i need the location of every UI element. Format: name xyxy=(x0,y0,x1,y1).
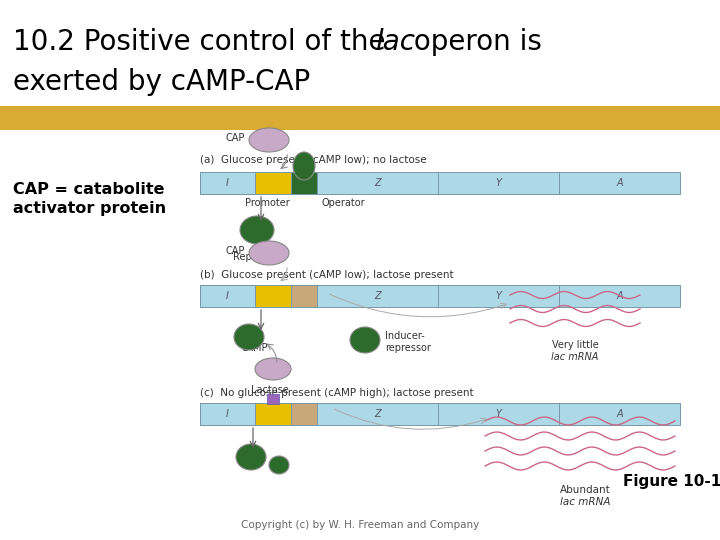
Bar xyxy=(200,403,680,425)
Bar xyxy=(200,285,255,307)
Ellipse shape xyxy=(269,456,289,474)
Bar xyxy=(200,403,255,425)
Text: A: A xyxy=(616,409,623,419)
Text: CAP: CAP xyxy=(225,246,245,256)
Text: Operator: Operator xyxy=(322,198,366,208)
Text: exerted by cAMP-CAP: exerted by cAMP-CAP xyxy=(13,68,310,96)
Text: Z: Z xyxy=(374,178,381,188)
Bar xyxy=(200,285,680,307)
Bar xyxy=(291,403,317,425)
Ellipse shape xyxy=(350,327,380,353)
Ellipse shape xyxy=(249,128,289,152)
Text: I: I xyxy=(226,409,229,419)
Text: Z: Z xyxy=(374,291,381,301)
Text: lac: lac xyxy=(375,28,415,56)
Text: Z: Z xyxy=(374,409,381,419)
Bar xyxy=(200,172,255,194)
Text: Y: Y xyxy=(495,178,502,188)
Text: (b)  Glucose present (cAMP low); lactose present: (b) Glucose present (cAMP low); lactose … xyxy=(200,270,454,280)
Bar xyxy=(255,403,291,425)
Ellipse shape xyxy=(236,444,266,470)
Text: Copyright (c) by W. H. Freeman and Company: Copyright (c) by W. H. Freeman and Compa… xyxy=(241,520,479,530)
Text: Y: Y xyxy=(495,291,502,301)
Text: 10.2 Positive control of the: 10.2 Positive control of the xyxy=(13,28,395,56)
Text: A: A xyxy=(616,178,623,188)
Text: Very little: Very little xyxy=(552,340,598,350)
Bar xyxy=(200,172,680,194)
Bar xyxy=(291,172,317,194)
Ellipse shape xyxy=(234,324,264,350)
Text: Abundant: Abundant xyxy=(559,485,611,495)
Bar xyxy=(291,285,317,307)
Text: CAP = catabolite
activator protein: CAP = catabolite activator protein xyxy=(13,182,166,216)
Ellipse shape xyxy=(293,152,315,180)
Ellipse shape xyxy=(255,358,291,380)
Bar xyxy=(0,106,720,130)
Bar xyxy=(255,172,291,194)
Text: I: I xyxy=(226,178,229,188)
Text: I: I xyxy=(226,291,229,301)
Text: cAMP: cAMP xyxy=(242,343,269,353)
Bar xyxy=(267,394,279,404)
Text: (a)  Glucose present (cAMP low); no lactose: (a) Glucose present (cAMP low); no lacto… xyxy=(200,155,427,165)
Text: A: A xyxy=(616,291,623,301)
Text: operon is: operon is xyxy=(405,28,542,56)
Text: Promoter: Promoter xyxy=(245,198,289,208)
Ellipse shape xyxy=(249,241,289,265)
Bar xyxy=(272,363,281,375)
Text: lac mRNA: lac mRNA xyxy=(552,352,599,362)
Text: lac mRNA: lac mRNA xyxy=(559,497,611,507)
Ellipse shape xyxy=(240,216,274,244)
Text: Inducer-
repressor: Inducer- repressor xyxy=(385,331,431,353)
Text: CAP: CAP xyxy=(225,133,245,143)
Text: Lactose: Lactose xyxy=(251,385,289,395)
Text: Y: Y xyxy=(495,409,502,419)
Bar xyxy=(255,285,291,307)
Text: (c)  No glucose present (cAMP high); lactose present: (c) No glucose present (cAMP high); lact… xyxy=(200,388,474,398)
Text: Repressor: Repressor xyxy=(233,252,282,262)
Text: Figure 10-16: Figure 10-16 xyxy=(623,474,720,489)
